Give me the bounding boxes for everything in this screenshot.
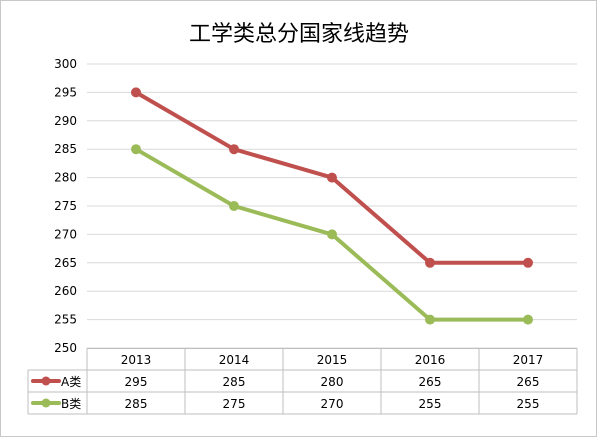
y-tick-label: 250 — [54, 341, 77, 355]
legend-label: A类 — [61, 375, 81, 389]
data-point — [425, 257, 435, 268]
x-category-label: 2017 — [513, 353, 544, 367]
x-category-label: 2015 — [317, 353, 348, 367]
x-category-label: 2013 — [121, 353, 152, 367]
table-cell-value: 285 — [223, 375, 246, 389]
legend-label: B类 — [61, 397, 81, 411]
y-axis-ticks: 250 255 260 265 270 275 280 285 290 295 300 — [54, 57, 77, 355]
table-cell-value: 280 — [321, 375, 344, 389]
table-cell-value: 295 — [125, 375, 148, 389]
table-cell-value: 285 — [125, 397, 148, 411]
data-point — [229, 144, 239, 155]
data-point — [229, 201, 239, 211]
table-cell-value: 265 — [517, 375, 540, 389]
y-tick-label: 270 — [54, 227, 77, 241]
data-point — [131, 87, 141, 98]
chart-title: 工学类总分国家线趋势 — [189, 22, 409, 47]
y-tick-label: 280 — [54, 171, 77, 185]
y-tick-label: 265 — [54, 256, 77, 270]
legend-marker — [41, 398, 51, 408]
table-cell-value: 255 — [517, 397, 540, 411]
data-point — [523, 257, 533, 268]
data-point — [131, 144, 141, 155]
data-point — [327, 229, 337, 240]
y-tick-label: 255 — [54, 313, 77, 327]
y-tick-label: 260 — [54, 284, 77, 298]
data-table: 2013 2014 2015 2016 2017 A类 295 285 280 265 265 B类 2… — [27, 348, 578, 415]
data-point — [425, 314, 435, 325]
data-point — [327, 172, 337, 183]
y-tick-label: 275 — [54, 199, 77, 213]
series-lines — [131, 87, 533, 325]
data-point — [523, 314, 533, 325]
y-tick-label: 290 — [54, 114, 77, 128]
table-cell-value: 270 — [321, 397, 344, 411]
legend-marker — [41, 376, 51, 386]
x-category-label: 2014 — [219, 353, 250, 367]
y-tick-label: 295 — [54, 85, 77, 99]
y-tick-label: 300 — [54, 57, 77, 71]
x-category-label: 2016 — [415, 353, 446, 367]
table-cell-value: 265 — [419, 375, 442, 389]
y-tick-label: 285 — [54, 142, 77, 156]
table-cell-value: 255 — [419, 397, 442, 411]
table-cell-value: 275 — [223, 397, 246, 411]
